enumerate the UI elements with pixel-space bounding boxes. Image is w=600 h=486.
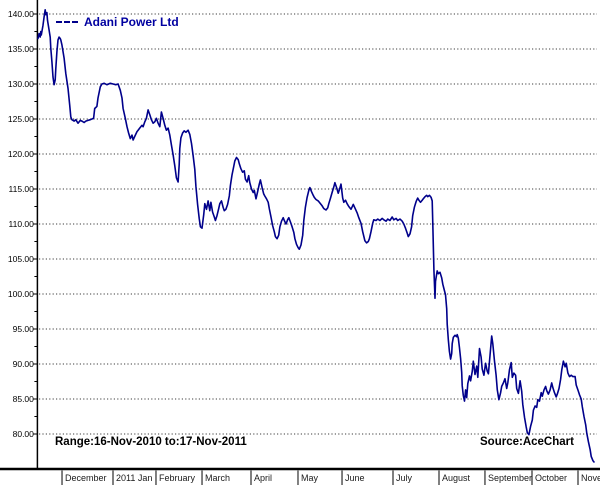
legend-series-label: Adani Power Ltd: [84, 15, 179, 29]
y-axis-label: 130.00: [8, 79, 34, 89]
x-axis-label: September: [488, 473, 532, 483]
y-axis-label: 100.00: [8, 289, 34, 299]
x-axis-label: February: [159, 473, 196, 483]
x-axis-label: October: [535, 473, 567, 483]
y-axis-label: 125.00: [8, 114, 34, 124]
x-axis-label: 2011 Jan: [116, 473, 152, 483]
x-axis-label: June: [345, 473, 365, 483]
source-label: Source:AceChart: [480, 436, 574, 448]
y-axis-label: 135.00: [8, 44, 34, 54]
y-axis-label: 140.00: [8, 9, 34, 19]
legend-line-swatch: [56, 21, 78, 23]
y-axis-label: 85.00: [13, 394, 35, 404]
x-axis-label: April: [254, 473, 272, 483]
y-axis-label: 95.00: [13, 324, 35, 334]
y-axis-label: 80.00: [13, 429, 35, 439]
x-axis-label: December: [65, 473, 107, 483]
y-axis-label: 105.00: [8, 254, 34, 264]
y-axis-label: 110.00: [9, 219, 35, 229]
price-line-series: [37, 9, 595, 463]
y-axis-label: 120.00: [8, 149, 34, 159]
date-range-label: Range:16-Nov-2010 to:17-Nov-2011: [55, 436, 247, 448]
x-axis-label: August: [442, 473, 471, 483]
x-axis-label: November: [581, 473, 600, 483]
legend: Adani Power Ltd: [56, 15, 179, 29]
y-axis-label: 115.00: [9, 184, 35, 194]
y-axis-label: 90.00: [13, 359, 35, 369]
x-axis-label: May: [301, 473, 319, 483]
x-axis-label: March: [205, 473, 230, 483]
x-axis-label: July: [396, 473, 413, 483]
